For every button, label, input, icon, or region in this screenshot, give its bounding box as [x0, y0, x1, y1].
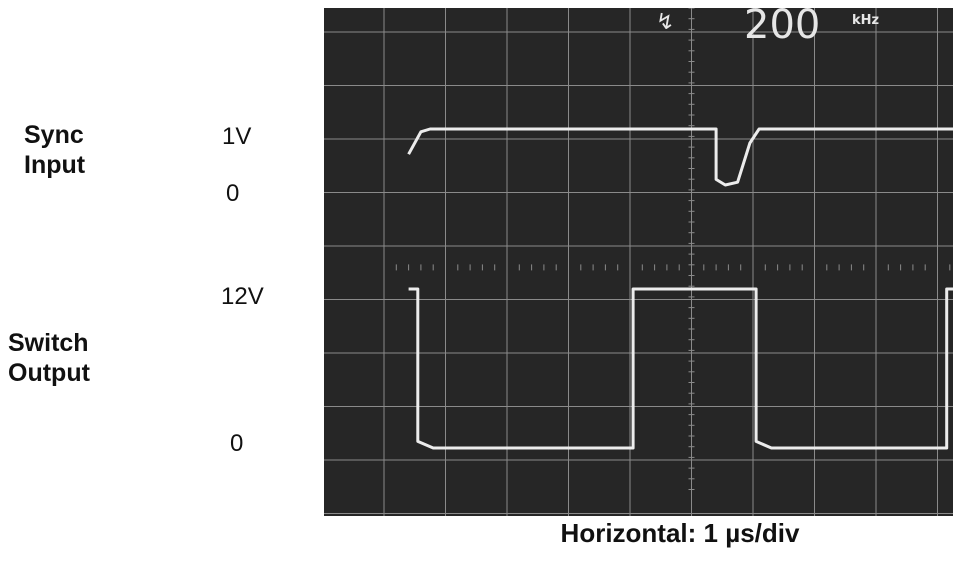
sync-high-level: 1V — [222, 123, 252, 150]
frequency-readout-unit: kHz — [852, 13, 880, 28]
scope-plot — [324, 8, 953, 516]
switch-zero-level: 0 — [230, 430, 244, 457]
switch-output-label: Switch Output — [8, 328, 90, 388]
frequency-readout-value: 200 — [744, 2, 821, 48]
switch-output-label-line2: Output — [8, 359, 90, 387]
sync-input-label-line1: Sync — [24, 121, 84, 149]
scope-traces — [407, 127, 953, 450]
switch-output-label-line1: Switch — [8, 329, 89, 357]
sync-input-label: Sync Input — [24, 120, 85, 180]
sync-input-label-line2: Input — [24, 151, 86, 179]
switch-high-level: 12V — [221, 283, 264, 310]
sync-zero-level: 0 — [226, 180, 240, 207]
trace-switch-output — [408, 287, 953, 450]
horizontal-scale-caption: Horizontal: 1 µs/div — [560, 518, 800, 548]
scope-graticule — [324, 8, 953, 516]
oscilloscope-screen: ↯ 200 kHz — [324, 2, 953, 516]
trigger-slope-icon: ↯ — [656, 10, 675, 35]
trace-sync-input — [407, 127, 953, 187]
